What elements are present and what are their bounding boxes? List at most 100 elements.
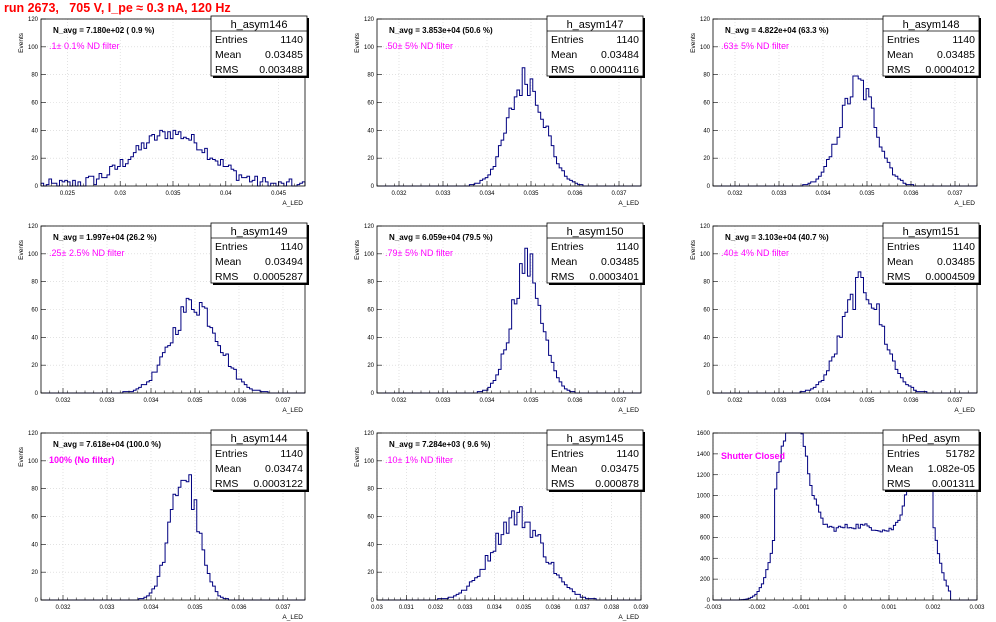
y-tick-label: 0 [707,391,711,397]
stats-value: 0.03494 [265,256,303,268]
y-tick-label: 120 [700,224,711,230]
y-tick-label: 20 [31,156,38,162]
x-tick-label: 0.037 [611,191,627,197]
x-tick-label: 0.032 [55,398,71,404]
y-tick-label: 80 [703,280,710,286]
stats-label: RMS [887,271,910,283]
y-axis-label: Events [354,32,361,53]
y-tick-label: 80 [31,280,38,286]
stats-label: Mean [551,49,577,61]
histogram-panel-h_asym150: 0.032 0.033 0.034 0.035 0.036 0.037 0 20 40 60 80 1… [354,222,645,414]
histogram-panel-h_asym149: 0.032 0.033 0.034 0.035 0.036 0.037 0 20 40 60 80 1… [18,222,309,414]
stats-value: 1140 [280,34,303,46]
stats-label: RMS [215,271,238,283]
stats-label: Mean [887,463,913,475]
stats-value: 1140 [616,34,639,46]
x-tick-label: 0.03 [114,191,126,197]
y-tick-label: 60 [367,308,374,314]
x-tick-label: 0.036 [567,191,583,197]
filter-note: .63± 5% ND filter [721,41,789,51]
y-tick-label: 0 [35,598,39,604]
stats-label: RMS [215,64,238,76]
stats-label: Mean [215,463,241,475]
stats-value: 0.0003401 [589,271,639,283]
x-tick-label: 0.031 [399,605,415,611]
stats-label: RMS [551,271,574,283]
x-tick-label: 0.037 [275,605,291,611]
y-tick-label: 20 [703,156,710,162]
y-tick-label: 120 [28,224,39,230]
stats-value: 0.03485 [937,256,975,268]
y-tick-label: 0 [707,598,711,604]
histogram-name: h_asym149 [231,226,288,238]
stats-value: 0.03474 [265,463,303,475]
stats-label: Entries [551,448,584,460]
y-tick-label: 100 [700,45,711,51]
stats-value: 0.0005287 [253,271,303,283]
stats-label: Entries [551,34,584,46]
x-tick-label: 0.035 [165,191,181,197]
stats-value: 0.03485 [601,256,639,268]
stats-value: 1.082e-05 [928,463,975,475]
x-tick-label: 0.036 [231,605,247,611]
x-tick-label: 0.034 [479,191,495,197]
histogram-line [41,474,305,601]
x-tick-label: 0.003 [969,605,985,611]
histogram-name: h_asym145 [567,433,624,445]
filter-note: .1± 0.1% ND filter [49,41,119,51]
y-tick-label: 120 [364,17,375,23]
stats-value: 1140 [280,241,303,253]
y-tick-label: 80 [31,487,38,493]
x-tick-label: 0.025 [60,191,76,197]
x-tick-label: 0.033 [99,605,115,611]
y-tick-label: 20 [367,363,374,369]
x-tick-label: 0.034 [479,398,495,404]
histogram-panel-h_asym145: 0.03 0.031 0.032 0.033 0.034 0.035 0.036 0.037 0… [354,429,649,621]
x-tick-label: 0.033 [771,398,787,404]
stats-value: 1140 [616,241,639,253]
histogram-panel-h_asym148: 0.032 0.033 0.034 0.035 0.036 0.037 0 20 40 60 80 1… [690,15,981,207]
y-tick-label: 0 [35,184,39,190]
y-tick-label: 0 [707,184,711,190]
navg-label: N_avg = 7.284e+03 ( 9.6 %) [389,440,491,449]
stats-value: 0.001311 [932,478,975,490]
x-axis-label: A_LED [282,200,303,207]
x-tick-label: 0.032 [391,191,407,197]
filter-note: .40± 4% ND filter [721,248,789,258]
histogram-line [41,297,305,394]
x-tick-label: 0.036 [567,398,583,404]
filter-note: .10± 1% ND filter [385,455,453,465]
x-tick-label: 0.033 [99,398,115,404]
histogram-name: h_asym147 [567,19,624,31]
x-tick-label: 0.038 [604,605,620,611]
x-tick-label: 0.032 [55,605,71,611]
x-tick-label: 0.037 [575,605,591,611]
x-tick-label: 0.04 [220,191,232,197]
histogram-name: h_asym151 [903,226,960,238]
x-tick-label: 0.033 [771,191,787,197]
y-tick-label: 40 [31,335,38,341]
stats-label: Entries [215,241,248,253]
stats-value: 0.03484 [601,49,639,61]
y-tick-label: 60 [31,308,38,314]
stats-label: Mean [887,256,913,268]
histogram-name: h_asym150 [567,226,624,238]
x-tick-label: 0.037 [611,398,627,404]
stats-label: Entries [215,448,248,460]
stats-value: 0.000878 [595,478,639,490]
stats-value: 0.03485 [937,49,975,61]
stats-label: RMS [551,64,574,76]
stats-label: Entries [215,34,248,46]
stats-box [546,429,644,491]
stats-box [882,222,980,284]
y-tick-label: 100 [364,459,375,465]
histogram-line [377,67,641,187]
y-tick-label: 0 [371,598,375,604]
filter-note: .25± 2.5% ND filter [49,248,124,258]
x-tick-label: 0.035 [859,398,875,404]
stats-box [882,429,980,491]
navg-label: N_avg = 7.180e+02 ( 0.9 %) [53,26,155,35]
stats-value: 0.0003122 [253,478,303,490]
histogram-panel-hPed_asym: -0.003 -0.002 -0.001 0 0.001 0.002 0.003 0 200 40… [697,429,985,611]
x-axis-label: A_LED [618,200,639,207]
